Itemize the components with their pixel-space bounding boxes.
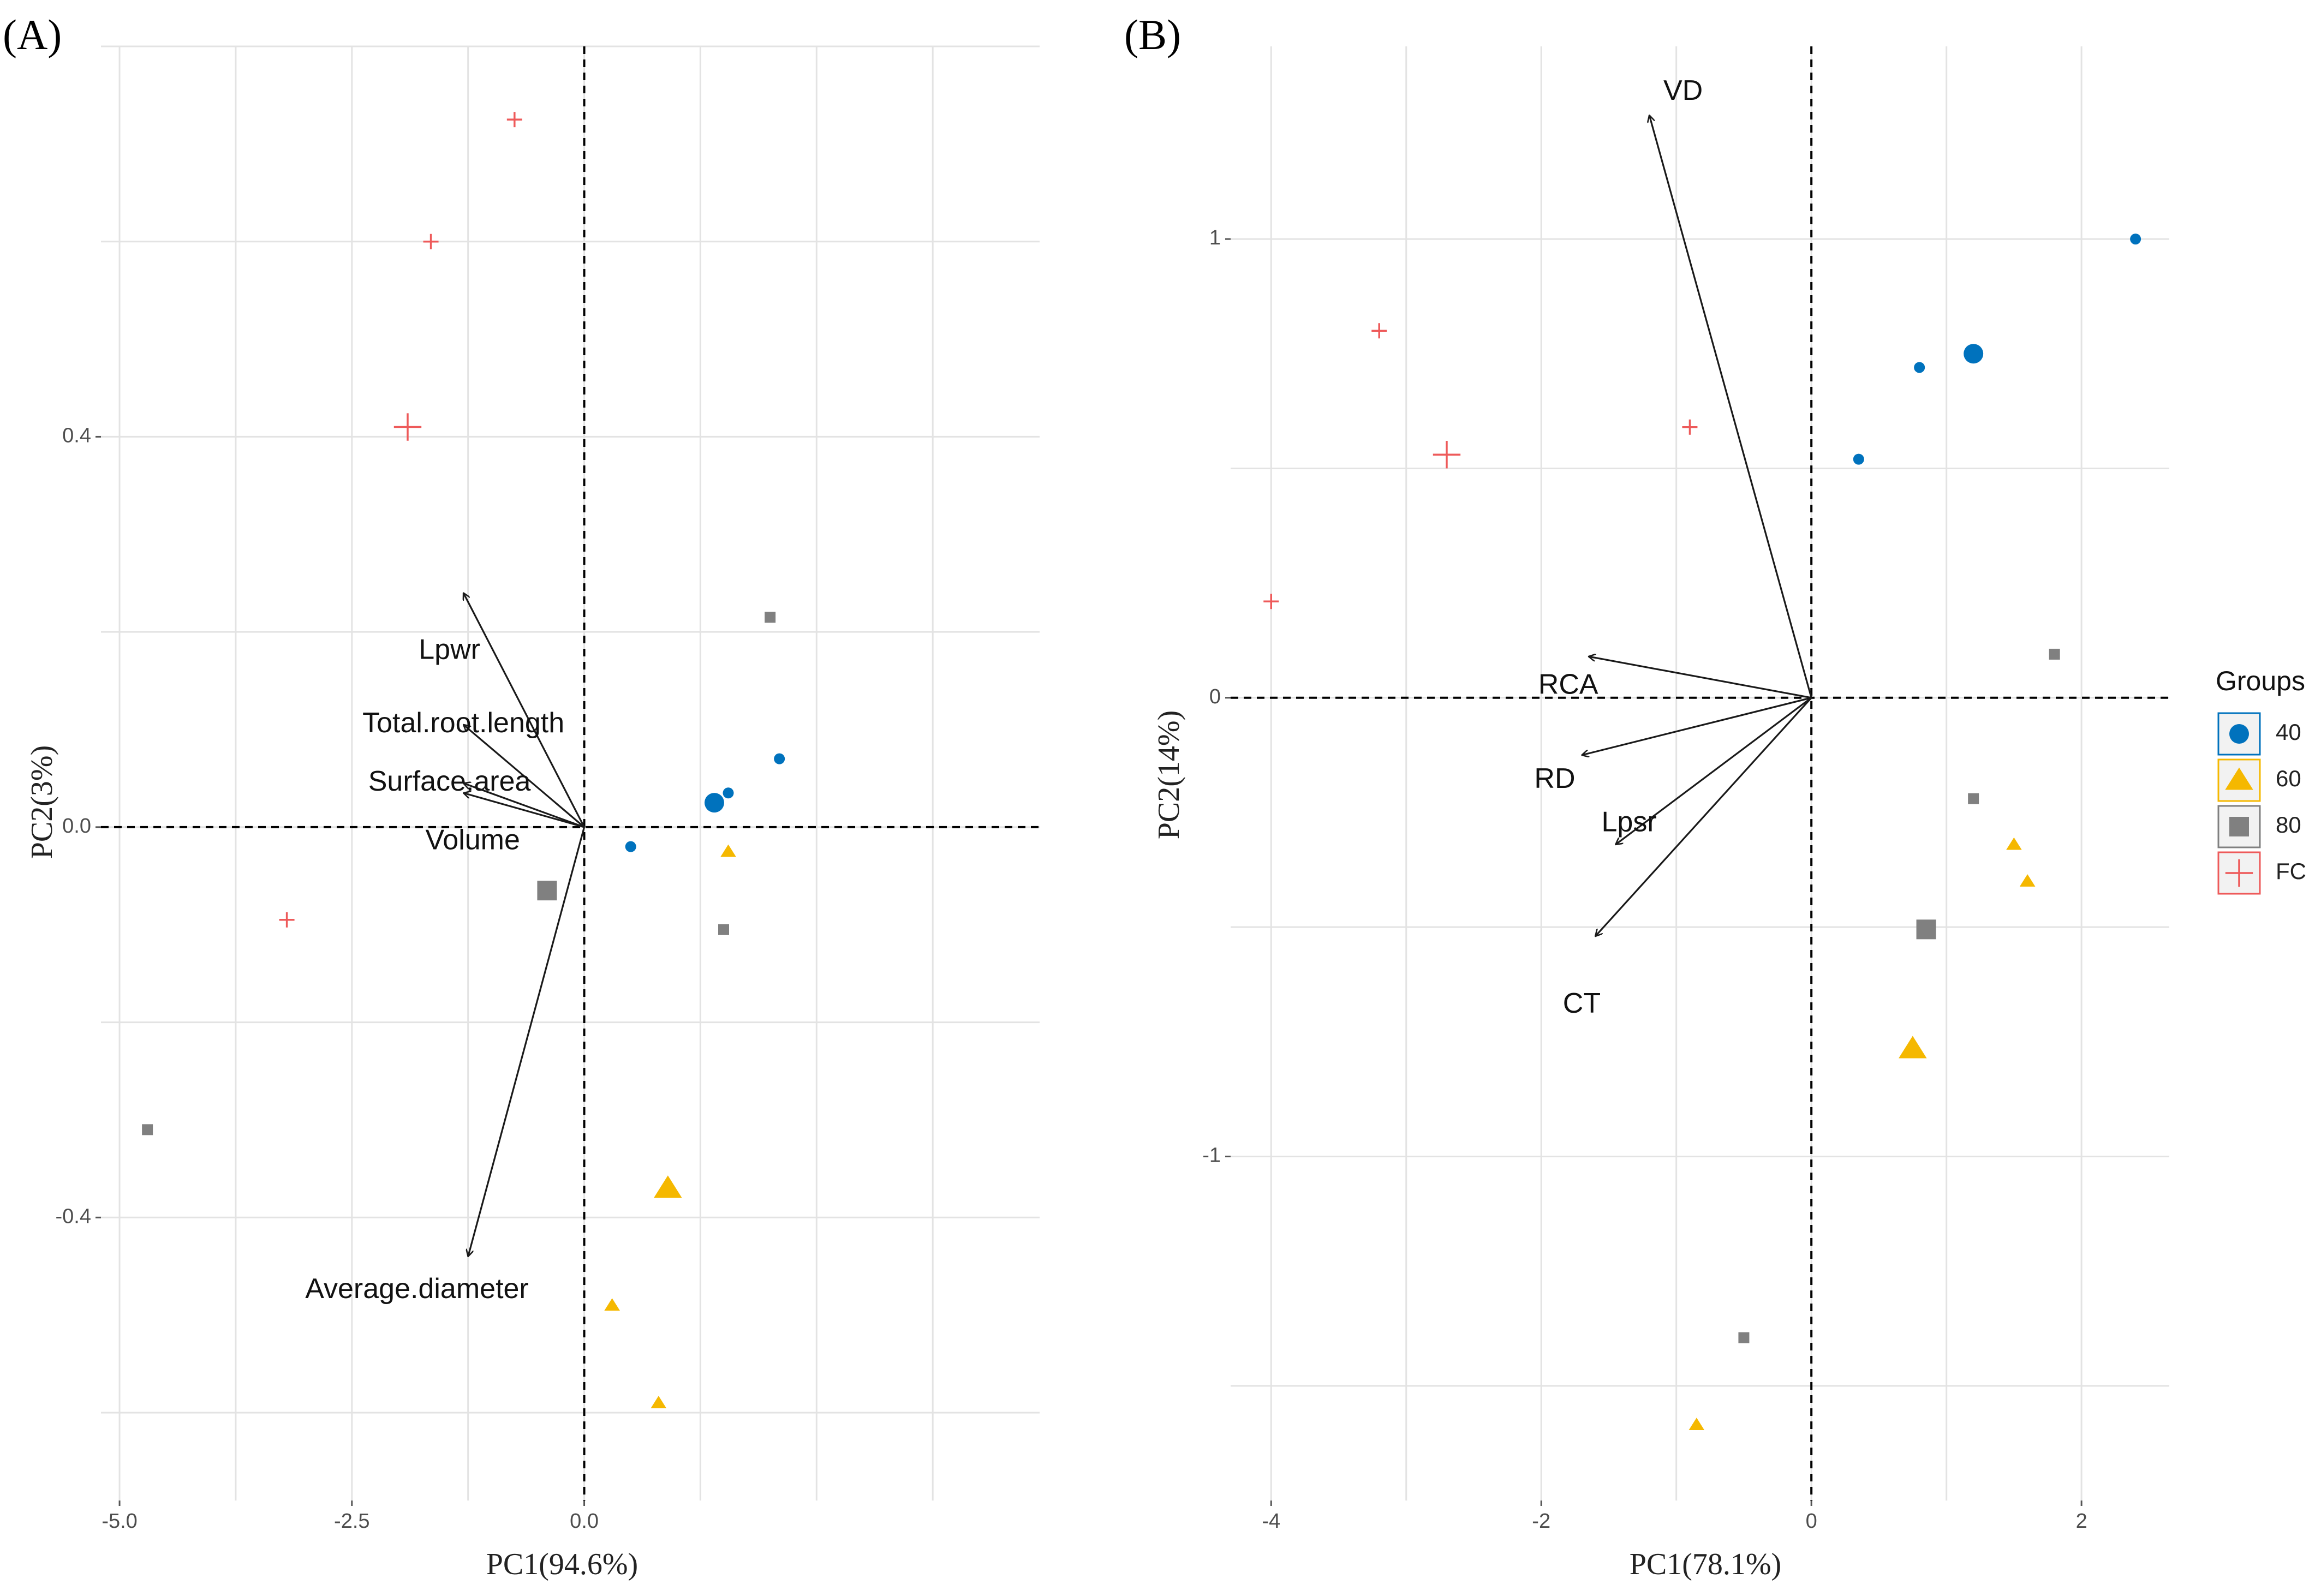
panel-b-x-tick-label: -2 <box>1532 1510 1550 1533</box>
panel-a-point <box>604 1298 620 1311</box>
panel-a-x-axis-title: PC1(94.6%) <box>486 1547 638 1581</box>
panel-b-loading-arrow <box>1615 697 1812 845</box>
panel-a: (A) Lpwr Total.root.length Surface.area Vol… <box>3 11 1040 1581</box>
panel-b-point <box>1964 344 1984 364</box>
legend-entry-label: 40 <box>2276 719 2301 745</box>
panel-a-point <box>765 612 776 623</box>
panel-b-loading-label: CT <box>1563 988 1601 1019</box>
panel-a-loadings: Lpwr Total.root.length Surface.area Volume A… <box>305 593 586 1305</box>
panel-a-y-axis-title: PC2(3%) <box>25 745 59 859</box>
panel-a-y-tick-label: 0.4 <box>62 424 91 447</box>
panel-b-point <box>1371 323 1387 339</box>
panel-b-x-axis-title: PC1(78.1%) <box>1630 1547 1781 1581</box>
panel-a-y-tick-label: 0.0 <box>62 815 91 838</box>
panel-a-loading-label: Volume <box>425 824 520 856</box>
panel-b-point <box>2130 234 2141 245</box>
panel-a-ticks: -5.0 -2.5 0.0 -0.4 0.0 0.4 <box>56 424 599 1533</box>
panel-a-point <box>654 1175 682 1198</box>
panel-b-loading-arrow <box>1649 115 1812 698</box>
panel-a-x-tick-label: -2.5 <box>334 1510 369 1533</box>
legend-entry-60: 60 <box>2217 758 2301 802</box>
panel-a-point <box>279 912 295 928</box>
legend-square-icon <box>2229 817 2249 836</box>
panel-a-loading-arrow <box>463 783 585 828</box>
panel-b-y-tick-label: 1 <box>1209 226 1221 249</box>
panel-b-point <box>1916 919 1936 940</box>
legend-circle-icon <box>2229 724 2249 744</box>
panel-b-loading-arrow <box>1595 697 1812 936</box>
panel-b-reference-lines <box>1231 46 2169 1501</box>
panel-b-loading-label: VD <box>1663 75 1703 106</box>
panel-a-loading-label: Surface.area <box>368 766 531 797</box>
panel-a-point <box>718 924 729 935</box>
panel-a-loading-arrow <box>463 593 585 828</box>
panel-b-point <box>2049 648 2060 660</box>
legend-entry-label: 80 <box>2276 812 2301 838</box>
panel-a-loading-label: Total.root.length <box>362 707 564 739</box>
panel-b-point <box>1853 453 1864 465</box>
panel-a-point <box>506 112 522 128</box>
panel-b-x-tick-label: -4 <box>1262 1510 1280 1533</box>
panel-a-point <box>625 841 636 852</box>
panel-a-x-tick-label: 0.0 <box>570 1510 599 1533</box>
legend-cross-icon <box>2225 859 2253 887</box>
legend: Groups 40 60 80 FC <box>2216 666 2306 895</box>
panel-b-loading-label: RD <box>1534 763 1575 794</box>
panel-b-loading-arrow <box>1589 656 1812 699</box>
panel-b-label: (B) <box>1124 11 1181 58</box>
panel-b-y-axis-title: PC2(14%) <box>1152 710 1186 839</box>
panel-a-y-tick-label: -0.4 <box>56 1205 91 1228</box>
panel-a-grid <box>101 45 1040 1501</box>
panel-a-point <box>423 234 439 249</box>
panel-b-y-tick-label: -1 <box>1202 1144 1221 1167</box>
panel-a-loading-arrow <box>468 827 586 1257</box>
panel-b-grid <box>1231 46 2169 1501</box>
legend-entry-80: 80 <box>2217 805 2301 848</box>
panel-a-point <box>142 1124 153 1135</box>
panel-b-point <box>1433 441 1461 469</box>
panel-a-point <box>720 844 736 857</box>
legend-entries: 40 60 80 FC <box>2217 712 2306 895</box>
panel-b-point <box>2006 837 2022 850</box>
panel-b-point <box>2019 874 2036 887</box>
panel-b-point <box>1688 1418 1705 1431</box>
panel-a-x-tick-label: -5.0 <box>102 1510 137 1533</box>
panel-b-point <box>1738 1332 1750 1343</box>
panel-a-point <box>393 413 422 441</box>
panel-b-y-tick-label: 0 <box>1209 685 1221 708</box>
legend-triangle-icon <box>2225 767 2253 790</box>
panel-a-point <box>774 753 785 764</box>
panel-b-points <box>1263 234 2141 1431</box>
legend-title: Groups <box>2216 666 2305 696</box>
panel-b-loading-label: Lpsr <box>1601 806 1656 838</box>
legend-entry-label: 60 <box>2276 766 2301 791</box>
panel-b-x-tick-label: 2 <box>2076 1510 2087 1533</box>
legend-entry-label: FC <box>2276 858 2306 884</box>
panel-b-loading-arrow <box>1582 697 1812 755</box>
panel-b-point <box>1263 594 1279 609</box>
panel-a-point <box>651 1396 667 1408</box>
panel-a-points <box>142 112 785 1408</box>
panel-a-loading-label: Lpwr <box>419 634 480 666</box>
panel-b-x-tick-label: 0 <box>1806 1510 1817 1533</box>
panel-b-point <box>1682 419 1698 435</box>
panel-b-ticks: -4 -2 0 2 -1 0 1 <box>1202 226 2087 1533</box>
panel-a-label: (A) <box>3 11 62 58</box>
panel-b-loadings: VD RCA RD Lpsr CT <box>1534 75 1812 1019</box>
panel-a-loading-label: Average.diameter <box>305 1273 529 1305</box>
panel-a-loading-arrow <box>463 793 584 828</box>
panel-a-loading-arrow <box>463 725 585 828</box>
legend-entry-40: 40 <box>2217 712 2301 756</box>
panel-a-point <box>723 787 734 799</box>
panel-b-loading-label: RCA <box>1538 669 1598 701</box>
panel-b-point <box>1899 1036 1927 1059</box>
panel-a-point <box>537 881 557 901</box>
panel-a-reference-lines <box>101 46 1040 1501</box>
panel-a-point <box>704 793 724 813</box>
legend-entry-fc: FC <box>2217 851 2306 895</box>
panel-b-point <box>1968 793 1979 804</box>
panel-b-point <box>1914 362 1925 373</box>
